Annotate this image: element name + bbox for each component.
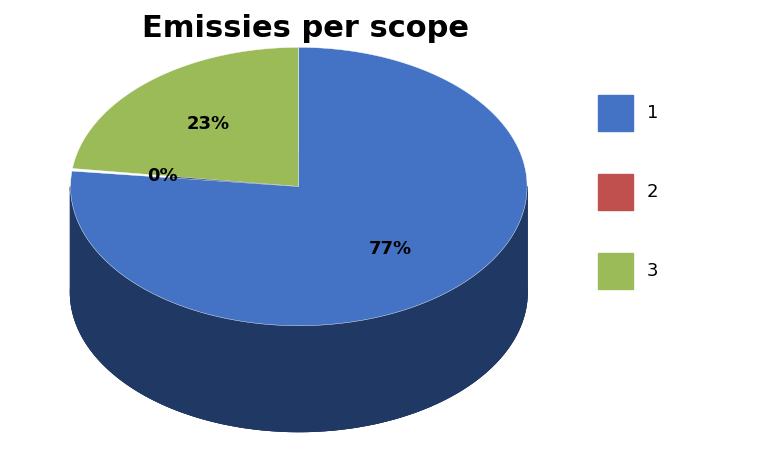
Bar (597, 95, 633, 131)
Text: 23%: 23% (187, 115, 230, 133)
Polygon shape (71, 47, 527, 326)
Ellipse shape (71, 153, 527, 432)
Bar (597, 174, 633, 210)
Polygon shape (71, 187, 527, 432)
Bar (597, 253, 633, 289)
Text: 0%: 0% (147, 167, 178, 185)
Text: 2: 2 (647, 183, 659, 201)
Text: 1: 1 (647, 104, 659, 122)
Text: 3: 3 (647, 262, 659, 280)
Polygon shape (72, 47, 299, 187)
Text: 77%: 77% (368, 240, 412, 258)
Text: Emissies per scope: Emissies per scope (142, 14, 470, 42)
Polygon shape (71, 187, 527, 432)
